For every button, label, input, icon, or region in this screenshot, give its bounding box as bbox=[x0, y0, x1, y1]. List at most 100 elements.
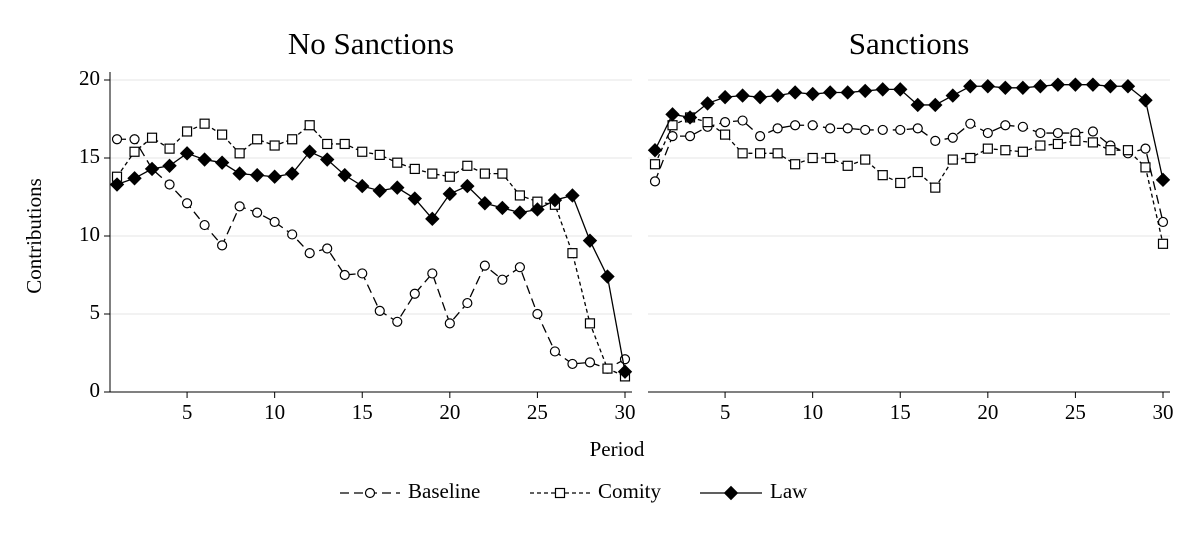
point bbox=[392, 157, 403, 168]
point bbox=[805, 86, 820, 102]
point bbox=[129, 146, 140, 157]
point bbox=[930, 135, 941, 146]
y-tick-label: 0 bbox=[90, 378, 101, 402]
point bbox=[1155, 172, 1171, 188]
y-tick-label: 10 bbox=[79, 222, 100, 246]
point bbox=[700, 96, 715, 111]
legend-label: Comity bbox=[598, 479, 662, 503]
point bbox=[877, 170, 888, 181]
point bbox=[945, 88, 960, 103]
point bbox=[772, 123, 783, 134]
point bbox=[427, 168, 438, 179]
legend-marker bbox=[364, 487, 376, 499]
point bbox=[357, 268, 368, 279]
point bbox=[1140, 162, 1151, 173]
point bbox=[1017, 121, 1028, 132]
point bbox=[547, 192, 563, 208]
point bbox=[565, 188, 580, 203]
point bbox=[1000, 145, 1011, 156]
point bbox=[181, 126, 193, 137]
point bbox=[357, 146, 368, 157]
point bbox=[770, 88, 785, 103]
x-axis-label: Period bbox=[590, 437, 645, 461]
point bbox=[1157, 238, 1169, 249]
point bbox=[339, 269, 350, 281]
point bbox=[755, 131, 766, 142]
x-tick-label: 10 bbox=[264, 400, 285, 424]
point bbox=[427, 268, 438, 279]
point bbox=[322, 243, 333, 254]
point bbox=[790, 120, 801, 131]
point bbox=[682, 110, 698, 125]
point bbox=[893, 82, 908, 97]
point bbox=[790, 159, 801, 170]
point bbox=[807, 120, 818, 131]
point bbox=[998, 80, 1013, 96]
point bbox=[514, 190, 525, 201]
series-line bbox=[117, 138, 626, 370]
point bbox=[111, 134, 123, 145]
point bbox=[144, 161, 160, 177]
y-axis-label: Contributions bbox=[22, 178, 46, 294]
x-tick-label: 5 bbox=[720, 400, 731, 424]
point bbox=[392, 316, 403, 327]
point bbox=[1105, 145, 1116, 156]
x-tick-label: 20 bbox=[439, 400, 460, 424]
point bbox=[822, 85, 838, 100]
point bbox=[877, 124, 888, 136]
point bbox=[807, 152, 818, 164]
point bbox=[530, 202, 545, 217]
point bbox=[390, 180, 405, 195]
chart-title: Sanctions bbox=[849, 26, 970, 61]
point bbox=[755, 148, 766, 159]
point bbox=[269, 216, 280, 228]
point bbox=[617, 364, 633, 379]
x-tick-label: 25 bbox=[1065, 400, 1086, 424]
point bbox=[129, 134, 140, 145]
point bbox=[702, 117, 713, 128]
y-tick-label: 20 bbox=[79, 66, 100, 90]
point bbox=[912, 123, 923, 134]
point bbox=[567, 248, 578, 259]
x-tick-label: 15 bbox=[352, 400, 373, 424]
point bbox=[1070, 135, 1081, 146]
point bbox=[684, 131, 696, 142]
point bbox=[1087, 137, 1099, 148]
point bbox=[479, 260, 490, 271]
point bbox=[1122, 145, 1134, 156]
point bbox=[858, 83, 873, 99]
point bbox=[214, 155, 230, 170]
legend-marker bbox=[554, 487, 566, 499]
point bbox=[1068, 77, 1083, 92]
point bbox=[737, 148, 748, 159]
point bbox=[304, 248, 315, 259]
point bbox=[875, 82, 890, 97]
point bbox=[1140, 143, 1151, 154]
point bbox=[164, 143, 175, 154]
point bbox=[1052, 127, 1063, 139]
point bbox=[1000, 120, 1011, 131]
point bbox=[930, 182, 941, 193]
point bbox=[1120, 79, 1136, 94]
point bbox=[860, 154, 871, 165]
x-tick-label: 30 bbox=[1152, 400, 1173, 424]
point bbox=[287, 229, 298, 240]
y-tick-label: 5 bbox=[90, 300, 101, 324]
point bbox=[249, 167, 265, 183]
x-tick-label: 30 bbox=[614, 400, 635, 424]
y-tick-label: 15 bbox=[79, 144, 100, 168]
point bbox=[374, 149, 385, 160]
point bbox=[164, 179, 175, 190]
point bbox=[912, 166, 923, 178]
point bbox=[514, 262, 525, 273]
point bbox=[1015, 80, 1031, 96]
point bbox=[444, 318, 455, 329]
point bbox=[584, 357, 596, 368]
point bbox=[982, 127, 993, 139]
point bbox=[232, 166, 247, 181]
point bbox=[1103, 79, 1118, 94]
point bbox=[840, 85, 855, 100]
point bbox=[825, 123, 836, 134]
